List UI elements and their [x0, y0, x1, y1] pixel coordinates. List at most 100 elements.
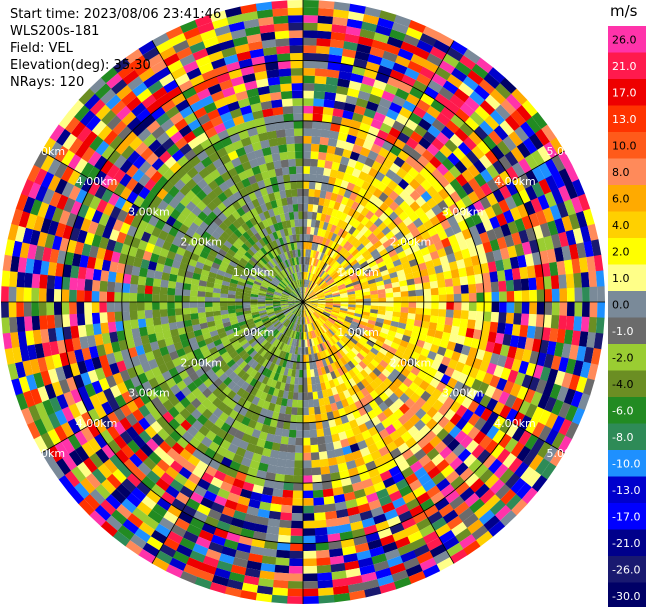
velocity-cell: [378, 164, 390, 176]
velocity-cell: [66, 350, 77, 365]
velocity-cell: [136, 88, 153, 103]
velocity-cell: [399, 285, 409, 292]
velocity-cell: [436, 32, 455, 48]
velocity-cell: [156, 497, 172, 511]
velocity-cell: [494, 83, 512, 100]
velocity-cell: [250, 269, 259, 276]
velocity-cell: [321, 205, 329, 215]
velocity-cell: [292, 290, 298, 297]
velocity-cell: [16, 271, 26, 288]
velocity-cell: [366, 274, 375, 282]
velocity-cell: [257, 273, 266, 280]
velocity-cell: [471, 63, 489, 80]
velocity-cell: [317, 306, 325, 311]
velocity-cell: [289, 330, 294, 338]
velocity-cell: [167, 308, 176, 317]
velocity-cell: [349, 520, 364, 531]
velocity-cell: [235, 264, 245, 272]
velocity-cell: [436, 163, 450, 176]
velocity-cell: [391, 419, 403, 431]
velocity-cell: [263, 416, 272, 426]
velocity-cell: [155, 550, 173, 565]
velocity-cell: [454, 199, 467, 212]
velocity-cell: [437, 199, 449, 212]
velocity-cell: [310, 452, 320, 461]
velocity-cell: [350, 201, 360, 211]
velocity-cell: [239, 338, 249, 347]
velocity-cell: [498, 280, 507, 292]
velocity-cell: [203, 419, 215, 431]
velocity-cell: [471, 212, 483, 226]
velocity-cell: [310, 298, 318, 301]
velocity-cell: [212, 196, 223, 207]
velocity-cell: [222, 321, 232, 328]
velocity-cell: [298, 339, 302, 348]
velocity-cell: [314, 287, 322, 294]
velocity-cell: [186, 166, 199, 179]
velocity-cell: [287, 0, 304, 8]
velocity-cell: [570, 196, 584, 214]
velocity-cell: [257, 462, 269, 472]
velocity-cell: [223, 240, 233, 249]
velocity-cell: [302, 588, 319, 597]
velocity-cell: [343, 491, 356, 502]
velocity-cell: [181, 430, 194, 443]
velocity-cell: [317, 390, 324, 399]
velocity-cell: [393, 296, 402, 303]
velocity-cell: [383, 257, 393, 266]
velocity-cell: [261, 358, 270, 368]
velocity-cell: [352, 318, 361, 324]
velocity-cell: [288, 211, 295, 220]
velocity-cell: [404, 184, 416, 196]
velocity-cell: [242, 520, 256, 531]
velocity-cell: [107, 192, 121, 207]
velocity-cell: [441, 157, 455, 171]
velocity-cell: [145, 242, 156, 254]
velocity-cell: [286, 312, 293, 319]
velocity-cell: [274, 167, 284, 177]
velocity-cell: [138, 267, 148, 278]
velocity-cell: [158, 229, 169, 241]
velocity-cell: [317, 303, 326, 306]
velocity-cell: [235, 291, 244, 296]
velocity-cell: [489, 321, 499, 333]
velocity-cell: [89, 195, 102, 210]
velocity-cell: [509, 335, 520, 348]
velocity-cell: [67, 169, 81, 186]
velocity-cell: [276, 254, 283, 263]
velocity-cell: [453, 309, 462, 319]
velocity-cell: [339, 290, 348, 295]
velocity-cell: [232, 139, 244, 151]
colorbar-swatch: [608, 185, 646, 212]
velocity-cell: [250, 339, 259, 348]
velocity-cell: [53, 301, 62, 316]
velocity-cell: [263, 479, 275, 489]
velocity-cell: [193, 106, 208, 119]
velocity-cell: [307, 392, 314, 401]
velocity-cell: [358, 234, 368, 244]
velocity-cell: [267, 325, 275, 333]
velocity-cell: [392, 286, 401, 293]
velocity-cell: [101, 332, 111, 345]
velocity-cell: [170, 66, 187, 80]
velocity-cell: [333, 234, 341, 244]
velocity-cell: [438, 294, 447, 303]
velocity-cell: [96, 344, 107, 357]
velocity-cell: [312, 391, 319, 400]
velocity-cell: [446, 294, 454, 303]
velocity-cell: [221, 317, 231, 324]
velocity-cell: [275, 311, 283, 316]
velocity-cell: [418, 137, 432, 150]
velocity-cell: [328, 395, 336, 405]
velocity-cell: [283, 482, 294, 491]
velocity-cell: [294, 280, 299, 288]
velocity-cell: [315, 328, 321, 337]
velocity-cell: [62, 263, 72, 278]
velocity-cell: [190, 184, 203, 196]
velocity-cell: [468, 292, 477, 303]
velocity-cell: [180, 419, 192, 432]
velocity-cell: [84, 312, 93, 325]
velocity-cell: [404, 118, 419, 132]
velocity-cell: [180, 19, 198, 34]
velocity-cell: [303, 158, 311, 167]
